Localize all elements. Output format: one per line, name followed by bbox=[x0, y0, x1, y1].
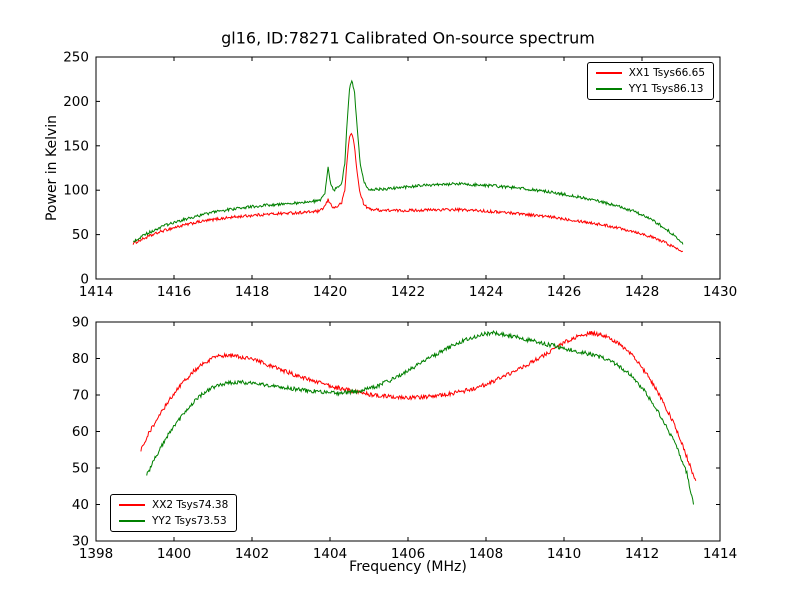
svg-text:1412: 1412 bbox=[625, 546, 659, 562]
svg-text:1400: 1400 bbox=[157, 546, 191, 562]
svg-text:60: 60 bbox=[72, 424, 89, 440]
svg-text:1406: 1406 bbox=[391, 546, 425, 562]
svg-text:1416: 1416 bbox=[157, 284, 191, 300]
svg-text:1420: 1420 bbox=[313, 284, 347, 300]
line-swatch-yy2 bbox=[119, 520, 145, 522]
svg-text:80: 80 bbox=[72, 351, 89, 367]
svg-text:1430: 1430 bbox=[703, 284, 737, 300]
svg-text:90: 90 bbox=[72, 315, 89, 331]
svg-text:250: 250 bbox=[63, 50, 89, 66]
svg-text:1404: 1404 bbox=[313, 546, 347, 562]
line-swatch-xx1 bbox=[595, 72, 622, 74]
svg-text:1414: 1414 bbox=[703, 546, 737, 562]
legend-bottom: XX2 Tsys74.38 YY2 Tsys73.53 bbox=[110, 494, 238, 532]
svg-text:1410: 1410 bbox=[547, 546, 581, 562]
svg-text:1414: 1414 bbox=[79, 284, 113, 300]
svg-text:50: 50 bbox=[72, 461, 89, 477]
svg-text:1424: 1424 bbox=[469, 284, 503, 300]
legend-entry: XX2 Tsys74.38 bbox=[119, 499, 228, 511]
svg-text:70: 70 bbox=[72, 388, 89, 404]
svg-text:200: 200 bbox=[63, 94, 89, 110]
legend-entry: XX1 Tsys66.65 bbox=[595, 67, 705, 79]
svg-text:1402: 1402 bbox=[235, 546, 269, 562]
svg-text:40: 40 bbox=[72, 497, 89, 513]
legend-label: YY2 Tsys73.53 bbox=[152, 515, 227, 527]
svg-text:150: 150 bbox=[63, 138, 89, 154]
legend-entry: YY2 Tsys73.53 bbox=[119, 515, 228, 527]
legend-label: XX1 Tsys66.65 bbox=[628, 67, 705, 79]
line-swatch-yy1 bbox=[595, 88, 622, 90]
svg-text:0: 0 bbox=[80, 272, 89, 288]
y-axis-label: Power in Kelvin bbox=[44, 114, 60, 222]
chart-title: gl16, ID:78271 Calibrated On-source spec… bbox=[221, 28, 595, 48]
legend-label: XX2 Tsys74.38 bbox=[152, 499, 229, 511]
svg-text:1428: 1428 bbox=[625, 284, 659, 300]
line-swatch-xx2 bbox=[119, 504, 145, 506]
svg-text:1422: 1422 bbox=[391, 284, 425, 300]
svg-text:1426: 1426 bbox=[547, 284, 581, 300]
legend-label: YY1 Tsys86.13 bbox=[628, 83, 704, 95]
svg-text:50: 50 bbox=[72, 227, 89, 243]
svg-text:1418: 1418 bbox=[235, 284, 269, 300]
legend-entry: YY1 Tsys86.13 bbox=[595, 83, 705, 95]
svg-text:100: 100 bbox=[63, 183, 89, 199]
svg-text:30: 30 bbox=[72, 534, 89, 550]
x-axis-label: Frequency (MHz) bbox=[349, 559, 467, 575]
legend-top: XX1 Tsys66.65 YY1 Tsys86.13 bbox=[586, 62, 714, 100]
svg-text:1408: 1408 bbox=[469, 546, 503, 562]
svg-text:1398: 1398 bbox=[79, 546, 113, 562]
